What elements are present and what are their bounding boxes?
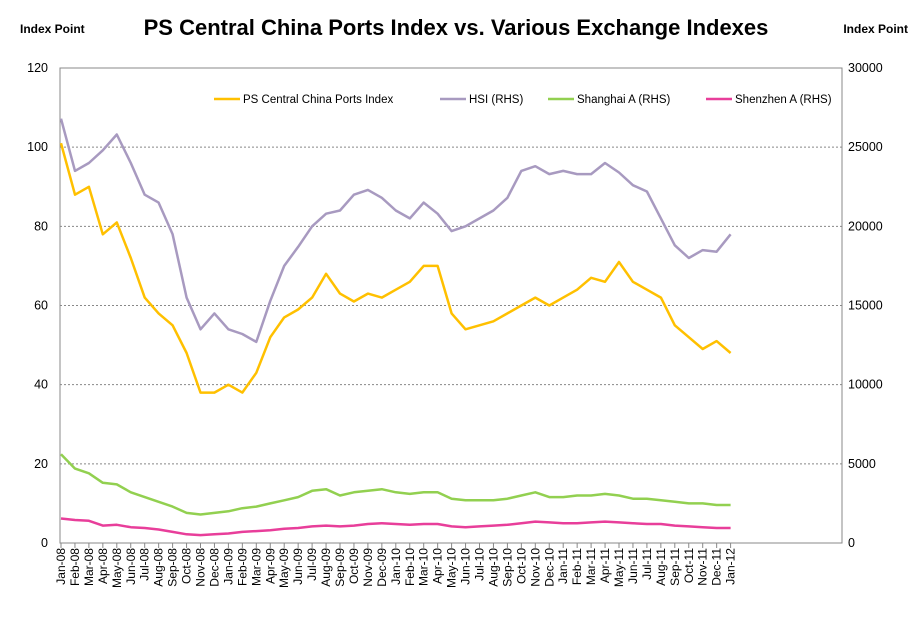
- x-tick-label: May-08: [110, 548, 124, 588]
- series-line-shanghai-a-rhs: [60, 453, 731, 516]
- x-tick-label: Dec-11: [710, 548, 724, 586]
- x-tick-label: Jan-12: [724, 548, 738, 585]
- x-tick-label: Sep-08: [166, 548, 180, 587]
- x-tick-label: Jul-11: [640, 548, 654, 580]
- left-y-tick-label: 0: [41, 536, 48, 550]
- x-tick-label: Aug-10: [486, 548, 500, 587]
- x-tick-label: Aug-08: [152, 548, 166, 587]
- left-y-tick-label: 20: [34, 457, 48, 471]
- right-axis-unit-label: Index Point: [843, 22, 908, 36]
- x-tick-label: Aug-09: [319, 548, 333, 587]
- series-line-shenzhen-a-rhs: [60, 517, 731, 537]
- x-tick-label: Apr-08: [96, 548, 110, 584]
- series-line-ps-central-china-ports-index: [59, 142, 732, 394]
- x-tick-label: Apr-09: [263, 548, 277, 584]
- x-tick-label: Mar-10: [417, 548, 431, 586]
- x-tick-label: Jan-09: [221, 548, 235, 585]
- right-y-tick-label: 0: [848, 536, 855, 550]
- x-tick-label: Nov-11: [696, 548, 710, 586]
- x-tick-label: Jun-10: [459, 548, 473, 585]
- right-y-tick-label: 25000: [848, 140, 883, 154]
- x-tick-label: Feb-10: [403, 548, 417, 586]
- x-tick-label: Jun-08: [124, 548, 138, 585]
- series-line-hsi-rhs: [59, 118, 732, 344]
- x-tick-label: Mar-11: [584, 548, 598, 585]
- left-y-axis: 0 20 40 60 80 100 120: [27, 61, 48, 550]
- x-tick-label: Nov-08: [194, 548, 208, 587]
- x-tick-label: Apr-10: [431, 548, 445, 584]
- x-tick-label: Oct-10: [514, 548, 528, 584]
- legend: PS Central China Ports Index HSI (RHS) Sha…: [214, 94, 832, 106]
- x-tick-label: Dec-09: [375, 548, 389, 587]
- x-tick-label: Mar-08: [82, 548, 96, 586]
- left-y-tick-label: 60: [34, 299, 48, 313]
- x-tick-label: Sep-09: [333, 548, 347, 587]
- x-tick-label: Aug-11: [654, 548, 668, 586]
- x-tick-label: May-10: [445, 548, 459, 588]
- x-tick-label: Jun-11: [626, 548, 640, 584]
- x-tick-label: Nov-09: [361, 548, 375, 587]
- x-tick-label: Dec-10: [542, 548, 556, 587]
- right-y-tick-label: 5000: [848, 457, 876, 471]
- left-y-tick-label: 120: [27, 61, 48, 75]
- legend-label-hsi-rhs: HSI (RHS): [469, 94, 523, 106]
- x-tick-label: Jul-10: [473, 548, 487, 581]
- left-axis-unit-label: Index Point: [20, 22, 85, 36]
- x-tick-label: Jan-08: [54, 548, 68, 585]
- x-tick-label: May-09: [277, 548, 291, 588]
- x-tick-label: Feb-09: [235, 548, 249, 586]
- x-tick-label: Dec-08: [207, 548, 221, 587]
- x-tick-label: Oct-09: [347, 548, 361, 584]
- legend-label-shanghai-a-rhs: Shanghai A (RHS): [577, 94, 671, 106]
- x-tick-label: Sep-10: [500, 548, 514, 587]
- x-tick-label: Oct-08: [180, 548, 194, 584]
- x-tick-label: Jul-09: [305, 548, 319, 581]
- right-y-tick-label: 20000: [848, 219, 883, 233]
- right-y-tick-label: 15000: [848, 299, 883, 313]
- left-y-tick-label: 80: [34, 219, 48, 233]
- series-layer: [59, 118, 732, 537]
- x-tick-label: Mar-09: [249, 548, 263, 586]
- x-tick-label: Oct-11: [682, 548, 696, 583]
- right-y-tick-label: 10000: [848, 378, 883, 392]
- x-tick-label: Nov-10: [528, 548, 542, 587]
- x-tick-label: Feb-08: [68, 548, 82, 586]
- x-tick-label: May-11: [612, 548, 626, 587]
- legend-label-shenzhen-a-rhs: Shenzhen A (RHS): [735, 94, 832, 106]
- x-tick-label: Feb-11: [570, 548, 584, 585]
- left-y-tick-label: 100: [27, 140, 48, 154]
- plot-area-frame: [59, 67, 843, 544]
- x-tick-label: Jun-09: [291, 548, 305, 585]
- chart-title: PS Central China Ports Index vs. Various…: [144, 15, 769, 40]
- gridlines: [60, 146, 842, 465]
- x-axis: Jan-08 Feb-08 Mar-08 Apr-08 May-08 Jun-08 Jul-…: [54, 543, 738, 588]
- x-tick-label: Jan-10: [389, 548, 403, 585]
- x-tick-label: Apr-11: [598, 548, 612, 583]
- x-tick-label: Jul-08: [138, 548, 152, 581]
- x-tick-label: Jan-11: [556, 548, 570, 584]
- x-tick-label: Sep-11: [668, 548, 682, 586]
- right-y-tick-label: 30000: [848, 61, 883, 75]
- right-y-axis: 0 5000 10000 15000 20000 25000 30000: [848, 61, 883, 550]
- left-y-tick-label: 40: [34, 378, 48, 392]
- legend-label-ps-central-china-ports-index: PS Central China Ports Index: [243, 94, 393, 106]
